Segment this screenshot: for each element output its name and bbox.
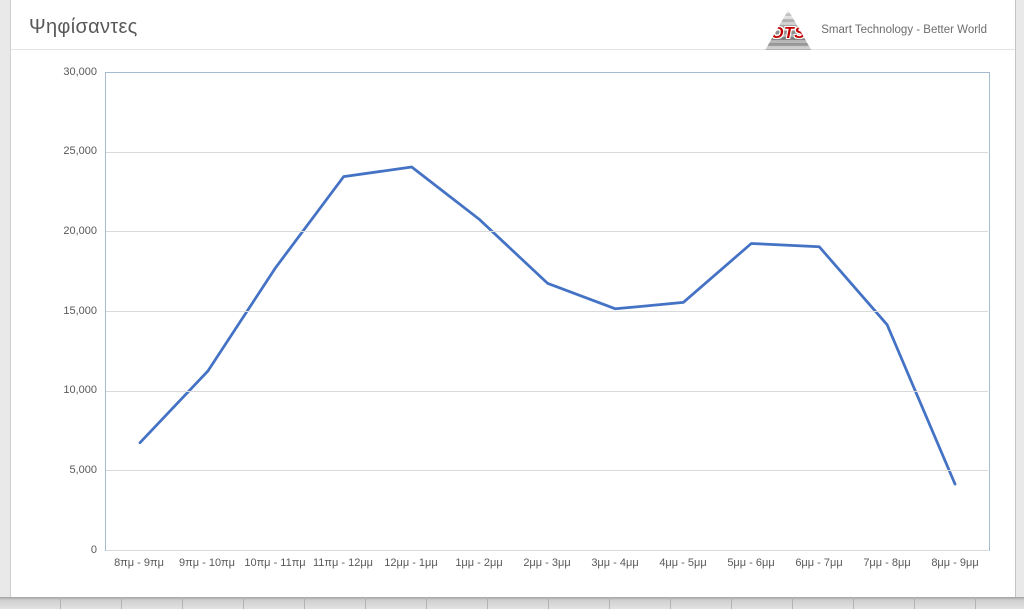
ots-logo-text: OTS	[771, 25, 806, 42]
x-tick-label-2: 10πμ - 11πμ	[244, 557, 306, 569]
y-tick-label-10000: 10,000	[63, 384, 97, 397]
card-header: Ψηφίσαντες OTS Smart Technology - Better…	[11, 0, 1015, 50]
gridline-5000	[106, 470, 988, 472]
ots-logo: OTS Smart Technology - Better World	[765, 8, 987, 52]
x-tick-label-8: 4μμ - 5μμ	[659, 557, 707, 569]
plot-area	[105, 72, 990, 551]
x-tick-label-7: 3μμ - 4μμ	[591, 557, 639, 569]
spreadsheet-grid-edge	[0, 597, 1024, 609]
gridline-10000	[106, 390, 988, 392]
x-tick-label-9: 5μμ - 6μμ	[727, 557, 775, 569]
x-tick-label-6: 2μμ - 3μμ	[523, 557, 571, 569]
gridline-0	[106, 550, 988, 551]
x-tick-label-10: 6μμ - 7μμ	[795, 557, 843, 569]
x-tick-label-1: 9πμ - 10πμ	[179, 557, 235, 569]
series-line-voters	[138, 165, 957, 486]
gridline-15000	[106, 311, 988, 312]
ots-pyramid-logo-icon: OTS	[765, 10, 812, 50]
x-tick-label-11: 7μμ - 8μμ	[863, 557, 911, 569]
y-tick-label-20000: 20,000	[63, 224, 97, 237]
gridline-25000	[106, 151, 988, 153]
x-tick-label-0: 8πμ - 9πμ	[114, 557, 164, 569]
y-tick-label-15000: 15,000	[63, 304, 97, 317]
logo-tagline: Smart Technology - Better World	[821, 24, 987, 36]
y-tick-label-30000: 30,000	[63, 65, 97, 78]
x-tick-label-4: 12μμ - 1μμ	[384, 557, 438, 569]
x-axis-labels: 8πμ - 9πμ 9πμ - 10πμ 10πμ - 11πμ 11πμ - 12μ…	[105, 557, 989, 569]
gridline-20000	[106, 231, 988, 233]
x-tick-label-12: 8μμ - 9μμ	[931, 557, 979, 569]
line-chart	[138, 165, 957, 486]
page-title: Ψηφίσαντες	[29, 16, 138, 38]
x-tick-label-3: 11πμ - 12μμ	[312, 557, 374, 569]
chart-card: Ψηφίσαντες OTS Smart Technology - Better…	[10, 0, 1016, 597]
y-tick-label-5000: 5,000	[69, 463, 97, 476]
y-tick-label-25000: 25,000	[63, 145, 97, 158]
x-tick-label-5: 1μμ - 2μμ	[455, 557, 503, 569]
y-tick-label-0: 0	[90, 543, 97, 556]
